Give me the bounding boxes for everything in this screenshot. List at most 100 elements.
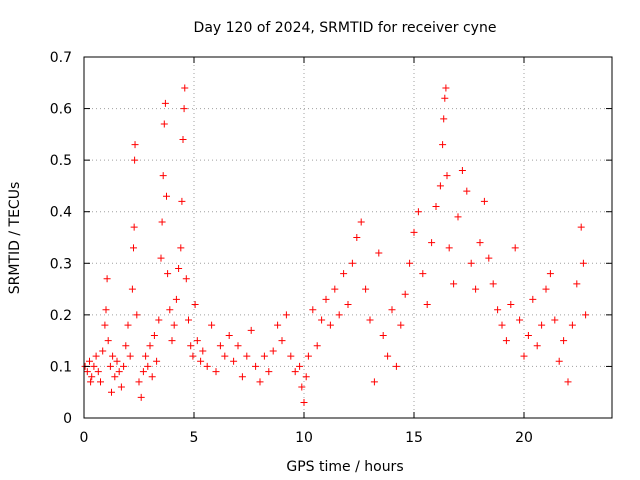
data-point xyxy=(397,321,405,329)
data-point xyxy=(344,301,352,309)
data-point xyxy=(538,321,546,329)
x-tick-label: 0 xyxy=(80,430,89,446)
x-tick-label: 15 xyxy=(405,430,423,446)
data-point xyxy=(111,373,119,381)
data-point xyxy=(476,239,484,247)
data-points xyxy=(81,84,590,407)
data-point xyxy=(362,285,370,293)
data-point xyxy=(187,342,195,350)
data-point xyxy=(177,244,185,252)
data-point xyxy=(101,321,109,329)
data-point xyxy=(199,347,207,355)
data-point xyxy=(158,218,166,226)
data-point xyxy=(148,373,156,381)
data-point xyxy=(573,280,581,288)
data-point xyxy=(428,239,436,247)
data-point xyxy=(498,321,506,329)
data-point xyxy=(106,362,114,370)
data-point xyxy=(212,368,220,376)
data-point xyxy=(520,352,528,360)
data-point xyxy=(507,301,515,309)
data-point xyxy=(144,362,152,370)
data-point xyxy=(265,368,273,376)
data-point xyxy=(83,368,91,376)
data-point xyxy=(109,352,117,360)
data-point xyxy=(366,316,374,324)
data-point xyxy=(243,352,251,360)
data-point xyxy=(92,352,100,360)
data-point xyxy=(384,352,392,360)
data-point xyxy=(97,378,104,386)
data-point xyxy=(546,270,554,278)
y-tick-label: 0 xyxy=(63,411,72,427)
data-point xyxy=(234,342,242,350)
data-point xyxy=(480,197,488,205)
data-point xyxy=(238,373,246,381)
data-point xyxy=(180,105,188,113)
data-point xyxy=(291,368,299,376)
data-point xyxy=(375,249,383,257)
data-point xyxy=(99,347,107,355)
data-point xyxy=(181,84,189,92)
data-point xyxy=(370,378,378,386)
data-point xyxy=(432,203,440,211)
data-point xyxy=(130,223,138,231)
y-axis-label: SRMTID / TECUs xyxy=(7,182,23,295)
data-point xyxy=(178,197,186,205)
x-tick-label: 5 xyxy=(190,430,199,446)
data-point xyxy=(472,285,480,293)
data-point xyxy=(126,352,134,360)
data-point xyxy=(274,321,282,329)
data-point xyxy=(564,378,572,386)
data-point xyxy=(423,301,431,309)
data-point xyxy=(302,373,310,381)
data-point xyxy=(577,223,585,231)
data-point xyxy=(87,378,95,386)
data-point xyxy=(419,270,427,278)
data-point xyxy=(247,326,255,334)
x-tick-label: 10 xyxy=(295,430,313,446)
y-tick-label: 0.5 xyxy=(50,153,72,169)
data-point xyxy=(568,321,576,329)
data-point xyxy=(439,141,447,149)
data-point xyxy=(179,136,187,144)
grid-lines xyxy=(84,57,612,418)
data-point xyxy=(443,172,451,180)
data-point xyxy=(269,347,277,355)
x-tick-label: 20 xyxy=(515,430,533,446)
data-point xyxy=(348,259,356,267)
data-point xyxy=(139,368,147,376)
data-point xyxy=(117,383,125,391)
data-point xyxy=(529,295,537,303)
data-point xyxy=(230,357,238,365)
data-point xyxy=(142,352,150,360)
data-point xyxy=(104,337,112,345)
data-point xyxy=(388,306,396,314)
data-point xyxy=(88,373,96,381)
data-point xyxy=(353,234,361,241)
data-point xyxy=(252,362,260,370)
data-point xyxy=(379,331,387,339)
data-point xyxy=(221,352,229,360)
data-point xyxy=(153,357,161,365)
data-point xyxy=(168,337,176,345)
data-point xyxy=(442,84,450,92)
data-point xyxy=(304,352,312,360)
data-point xyxy=(164,270,172,278)
data-point xyxy=(340,270,348,278)
data-point xyxy=(278,337,286,345)
y-tick-label: 0.1 xyxy=(50,359,72,375)
x-axis-label: GPS time / hours xyxy=(286,459,403,475)
data-point xyxy=(170,321,178,329)
data-point xyxy=(150,331,158,339)
data-point xyxy=(309,306,317,314)
data-point xyxy=(555,357,563,365)
data-point xyxy=(197,357,205,365)
y-tick-label: 0.7 xyxy=(50,50,72,66)
data-point xyxy=(502,337,510,345)
y-tick-label: 0.4 xyxy=(50,205,72,221)
data-point xyxy=(414,208,422,216)
data-point xyxy=(182,275,190,283)
data-point xyxy=(542,285,550,293)
